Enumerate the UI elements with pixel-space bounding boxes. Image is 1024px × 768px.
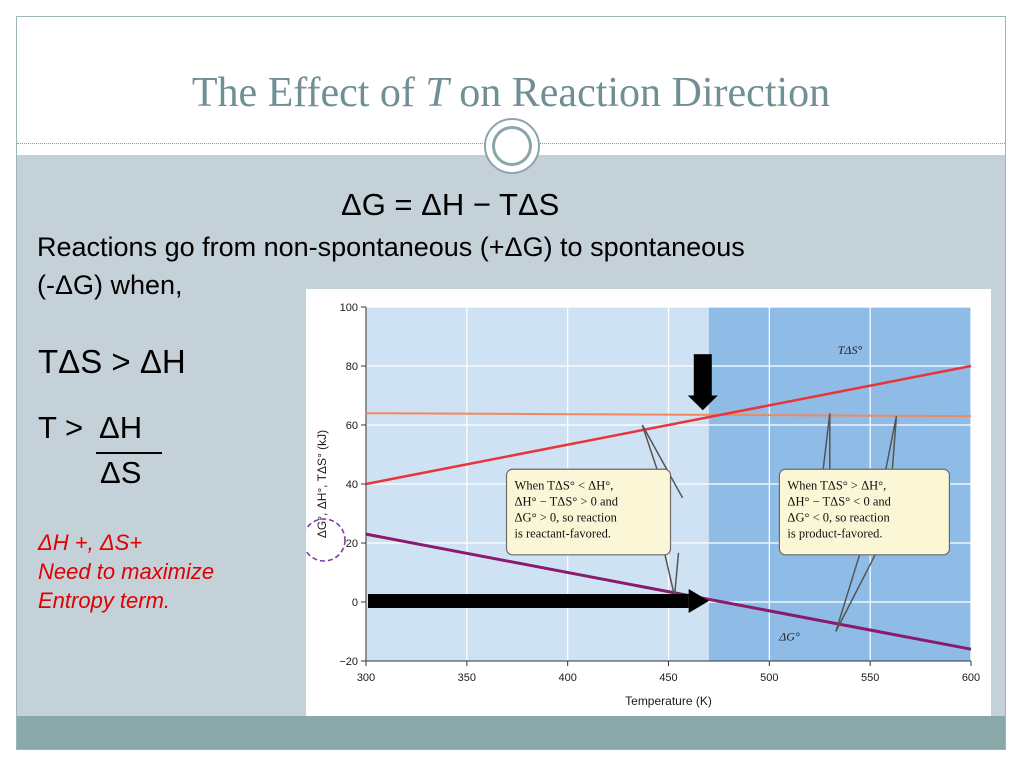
note-line3: Entropy term.: [38, 588, 171, 613]
right-arrow-head: [688, 589, 709, 613]
x-tick-label: 350: [458, 672, 476, 684]
x-tick-label: 500: [760, 672, 778, 684]
slide-title: The Effect of T on Reaction Direction: [191, 70, 831, 116]
x-axis-title: Temperature (K): [625, 694, 712, 708]
y-tick-label: 100: [340, 302, 358, 314]
y-tick-label: 40: [346, 479, 358, 491]
right-callout-box: [778, 468, 951, 556]
down-arrow-head: [687, 395, 718, 411]
y-tick-label: −20: [339, 656, 358, 668]
y-tick-label: 60: [346, 420, 358, 432]
left-callout-text-line: When TΔS° < ΔH°,: [515, 478, 614, 492]
series-label-TdS: TΔS°: [838, 343, 863, 357]
chart-panel: 300 350 400 450 500 550 600 −20 0 20 40 60 80 100 Temp…: [224, 289, 991, 716]
temperature-inequality: T >: [38, 410, 84, 445]
red-note: ΔH +, ΔS+ Need to maximize Entropy term.: [38, 528, 214, 615]
slide-frame: [16, 16, 1006, 750]
body-text-line2: (-ΔG) when,: [37, 270, 183, 300]
fraction-denominator: ΔS: [100, 455, 142, 490]
y-tick-label: 20: [346, 538, 358, 550]
series-line-TdS: [365, 364, 972, 486]
y-axis-title: ΔG°, ΔH°, TΔS° (kJ): [315, 430, 329, 538]
right-callout-pointer-down: [835, 552, 877, 632]
body-text-line1: Reactions go from non-spontaneous (+ΔG) …: [37, 232, 745, 262]
note-line1: ΔH +, ΔS+: [38, 530, 143, 555]
fraction-numerator: ΔH: [99, 410, 143, 445]
left-callout-text-line: ΔG° > 0, so reaction: [515, 510, 618, 524]
right-callout-text-line: ΔH° − TΔS° < 0 and: [787, 494, 891, 508]
temperature-chart: 300 350 400 450 500 550 600 −20 0 20 40 60 80 100 Temp…: [224, 302, 981, 708]
footer-bar: [17, 716, 1005, 749]
divider-ring-icon: [484, 118, 540, 174]
x-tick-label: 400: [558, 672, 576, 684]
y-tick-label: 0: [352, 597, 358, 609]
right-callout-text-line: ΔG° < 0, so reaction: [787, 510, 890, 524]
left-callout-text-line: ΔH° − TΔS° > 0 and: [515, 494, 619, 508]
fraction-bar: [96, 452, 162, 454]
x-tick-label: 450: [659, 672, 677, 684]
y-tick-label: 80: [346, 361, 358, 373]
series-label-dG: ΔG°: [778, 629, 800, 643]
right-arrow-shaft: [368, 594, 689, 608]
gibbs-equation: ΔG = ΔH − TΔS: [341, 187, 560, 222]
condition-inequality: TΔS > ΔH: [38, 343, 186, 380]
right-callout-text-line: When TΔS° > ΔH°,: [787, 478, 886, 492]
x-tick-label: 550: [861, 672, 879, 684]
down-arrow-shaft: [693, 354, 712, 396]
x-tick-label: 300: [357, 672, 375, 684]
left-callout-text-line: is reactant-favored.: [515, 526, 611, 540]
series-line-dH: [365, 412, 972, 418]
x-tick-label: 600: [962, 672, 980, 684]
series-line-dG: [365, 532, 972, 651]
note-line2: Need to maximize: [38, 559, 215, 584]
right-callout-text-line: is product-favored.: [787, 526, 882, 540]
left-callout-box: [505, 468, 672, 556]
